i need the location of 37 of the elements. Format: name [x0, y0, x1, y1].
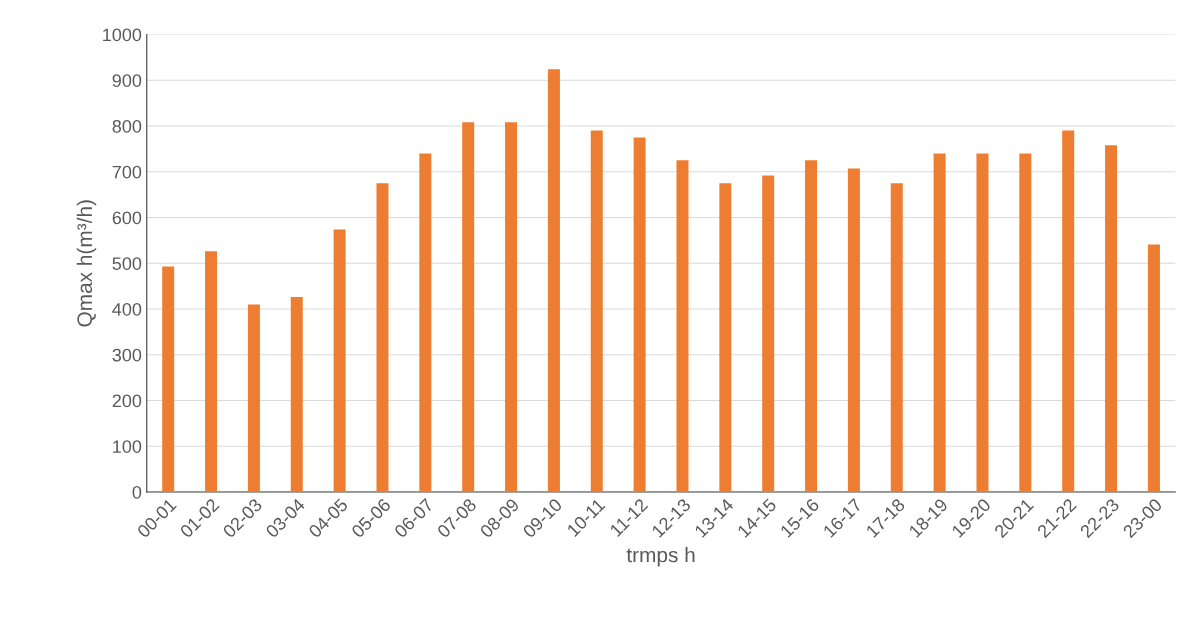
bar — [419, 153, 432, 493]
y-tick-label: 200 — [112, 394, 142, 408]
bar — [162, 266, 175, 493]
bar — [376, 183, 389, 493]
y-tick-label: 500 — [112, 257, 142, 270]
bar — [205, 251, 218, 493]
bar — [1105, 145, 1118, 493]
bar — [462, 122, 475, 493]
y-tick-label: 700 — [112, 165, 142, 179]
y-tick-label: 900 — [112, 74, 142, 87]
y-tick-label: 800 — [112, 119, 142, 133]
y-tick-label: 1000 — [103, 28, 142, 42]
bar — [333, 229, 346, 493]
bar — [676, 160, 689, 493]
y-tick-label: 400 — [112, 302, 142, 316]
bar — [247, 304, 260, 493]
bar — [805, 160, 818, 493]
bar — [1019, 153, 1032, 493]
y-tick-label: 0 — [132, 485, 142, 499]
y-axis-title: Qmax h(m³/h) — [76, 200, 97, 327]
bar — [890, 183, 903, 493]
bar — [590, 130, 603, 493]
bar — [762, 175, 775, 493]
bar — [547, 69, 560, 493]
y-tick-label: 600 — [112, 211, 142, 225]
bar — [1147, 244, 1160, 493]
bar — [505, 122, 518, 493]
bar — [1062, 130, 1075, 493]
bar — [633, 137, 646, 493]
bar — [719, 183, 732, 493]
bar — [933, 153, 946, 493]
x-axis-title: trmps h — [626, 547, 695, 567]
bar — [976, 153, 989, 493]
y-tick-label: 100 — [113, 440, 142, 453]
bar — [290, 297, 303, 493]
bar — [847, 168, 860, 493]
y-tick-label: 300 — [112, 348, 142, 362]
